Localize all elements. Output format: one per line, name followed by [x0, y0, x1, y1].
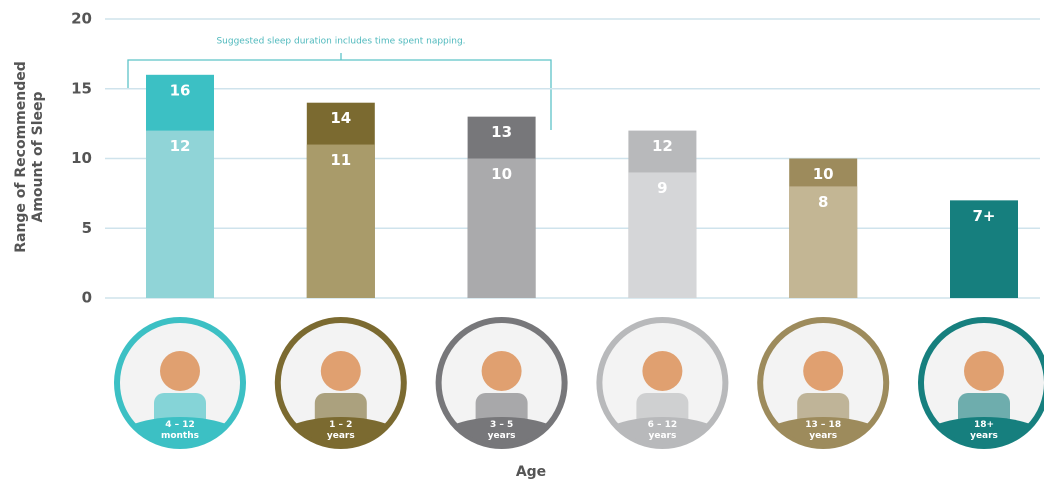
x-tick-label: 18+ years — [944, 420, 1024, 442]
value-label: 8 — [818, 193, 828, 211]
y-tick-label: 5 — [82, 219, 92, 237]
value-label: 7+ — [972, 207, 995, 225]
value-label: 12 — [170, 137, 191, 155]
x-tick-label: 13 – 18 years — [783, 420, 863, 442]
x-tick-label: 4 – 12 months — [140, 420, 220, 442]
value-label: 10 — [491, 165, 512, 183]
x-tick-label: 1 – 2 years — [301, 420, 381, 442]
avatar-head — [803, 351, 843, 391]
value-label: 11 — [330, 151, 351, 169]
chart: Suggested sleep duration includes time s… — [0, 0, 1044, 485]
avatar-head — [642, 351, 682, 391]
avatar-head — [964, 351, 1004, 391]
y-tick-label: 15 — [71, 79, 92, 97]
value-label: 16 — [170, 81, 191, 99]
avatar-head — [160, 351, 200, 391]
value-label: 14 — [330, 109, 351, 127]
x-tick-label: 3 – 5 years — [462, 420, 542, 442]
avatar-head — [321, 351, 361, 391]
y-tick-label: 0 — [82, 289, 92, 307]
annotation: Suggested sleep duration includes time s… — [216, 37, 465, 47]
y-axis-label: Range of Recommended Amount of Sleep — [13, 57, 47, 257]
value-label: 9 — [657, 179, 667, 197]
y-tick-label: 20 — [71, 10, 92, 28]
x-axis-label: Age — [481, 464, 581, 480]
value-label: 13 — [491, 123, 512, 141]
bar — [146, 131, 214, 298]
y-tick-label: 10 — [71, 149, 92, 167]
page: Suggested sleep duration includes time s… — [0, 0, 1044, 485]
x-tick-label: 6 – 12 years — [622, 420, 702, 442]
value-label: 10 — [813, 165, 834, 183]
avatar-head — [482, 351, 522, 391]
value-label: 12 — [652, 137, 673, 155]
